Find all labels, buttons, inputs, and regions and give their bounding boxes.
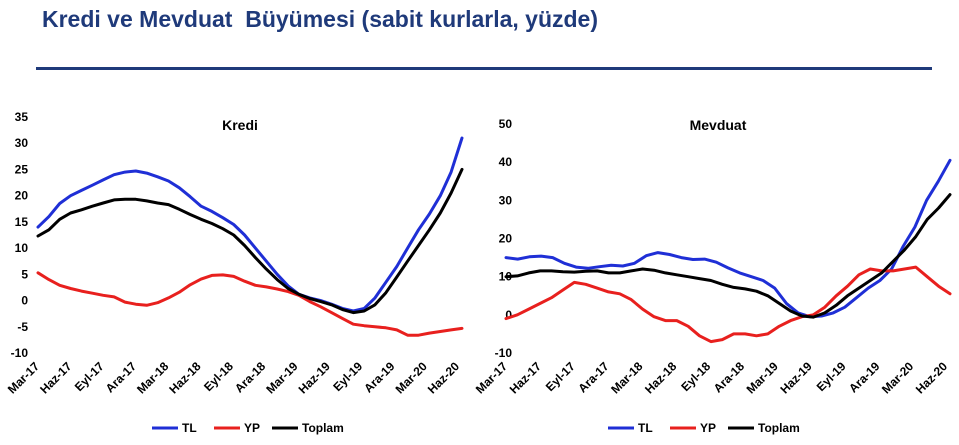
x-tick-label: Ara-17 [103,359,140,396]
legend-label-yp: YP [244,421,260,435]
y-tick-label: 0 [505,308,512,322]
x-tick-label: Mar-18 [134,359,171,396]
x-tick-label: Ara-19 [361,359,398,396]
y-tick-label: 20 [499,232,513,246]
y-tick-label: 30 [499,193,513,207]
x-tick-label: Ara-18 [232,359,269,396]
x-tick-label: Mar-19 [744,359,781,396]
y-tick-label: 25 [15,162,29,176]
y-tick-label: -5 [17,320,28,334]
x-tick-label: Mar-20 [393,359,430,396]
y-tick-label: 30 [15,136,29,150]
series-line-tl [36,136,464,313]
x-tick-label: Mar-19 [263,359,300,396]
series-line-toplam [36,167,464,315]
kredi-chart: Kredi-10-505101520253035Mar-17Haz-17Eyl-… [5,110,464,435]
x-tick-label: Mar-20 [879,359,916,396]
x-tick-label: Eyl-18 [678,359,713,394]
legend-label-tl: TL [182,421,197,435]
x-tick-label: Haz-19 [296,359,333,396]
y-tick-label: 40 [499,155,513,169]
x-tick-label: Eyl-19 [814,359,849,394]
mevduat-chart: Mevduat-1001020304050Mar-17Haz-17Eyl-17A… [473,117,952,435]
x-tick-label: Eyl-17 [72,359,107,394]
x-tick-label: Ara-18 [711,359,748,396]
x-tick-label: Mar-18 [608,359,645,396]
x-tick-label: Eyl-17 [543,359,578,394]
x-tick-label: Haz-20 [913,359,950,396]
legend-label-toplam: Toplam [302,421,344,435]
y-tick-label: 0 [21,294,28,308]
x-tick-label: Ara-19 [846,359,883,396]
x-tick-label: Mar-17 [5,359,42,396]
y-tick-label: 50 [499,117,513,131]
chart-title: Mevduat [690,117,747,133]
page-title: Kredi ve Mevduat Büyümesi (sabit kurlarl… [42,6,598,32]
x-tick-label: Haz-17 [37,359,74,396]
y-tick-label: -10 [495,346,513,360]
x-tick-label: Haz-20 [425,359,462,396]
y-tick-label: 10 [15,241,29,255]
x-tick-label: Haz-17 [507,359,544,396]
x-tick-label: Haz-18 [166,359,203,396]
x-tick-label: Ara-17 [575,359,612,396]
legend-label-yp: YP [700,421,716,435]
series-line-tl [504,158,952,319]
series-line-yp [36,271,464,337]
y-tick-label: -10 [11,346,29,360]
y-tick-label: 35 [15,110,29,124]
x-tick-label: Eyl-19 [330,359,365,394]
x-tick-label: Eyl-18 [201,359,236,394]
legend-label-toplam: Toplam [758,421,800,435]
series-line-yp [504,265,952,344]
y-tick-label: 5 [21,267,28,281]
title-divider [36,67,932,70]
legend-label-tl: TL [638,421,653,435]
chart-title: Kredi [222,117,258,133]
y-tick-label: 15 [15,215,29,229]
x-tick-label: Haz-19 [777,359,814,396]
series-line-toplam [504,193,952,319]
x-tick-label: Haz-18 [642,359,679,396]
y-tick-label: 20 [15,189,29,203]
